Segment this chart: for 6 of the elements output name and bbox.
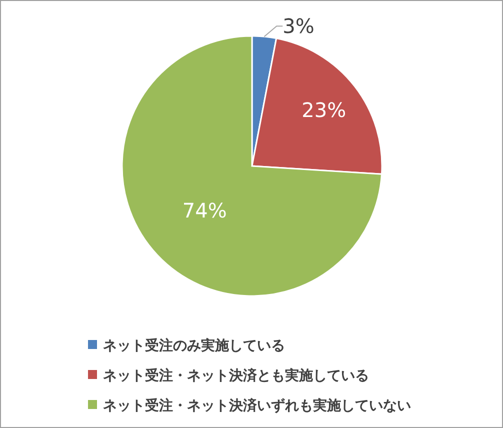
legend-label: ネット受注・ネット決済とも実施している	[103, 367, 369, 384]
legend-label: ネット受注のみ実施している	[103, 337, 285, 354]
data-label: 3%	[282, 14, 314, 38]
data-label: 74%	[182, 198, 227, 222]
data-label: 23%	[302, 98, 346, 122]
legend-label: ネット受注・ネット決済いずれも実施していない	[103, 397, 411, 414]
